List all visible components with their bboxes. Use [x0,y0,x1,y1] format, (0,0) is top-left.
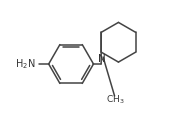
Text: H$_2$N: H$_2$N [15,57,36,71]
Text: N: N [98,54,106,64]
Text: CH$_3$: CH$_3$ [106,94,125,106]
